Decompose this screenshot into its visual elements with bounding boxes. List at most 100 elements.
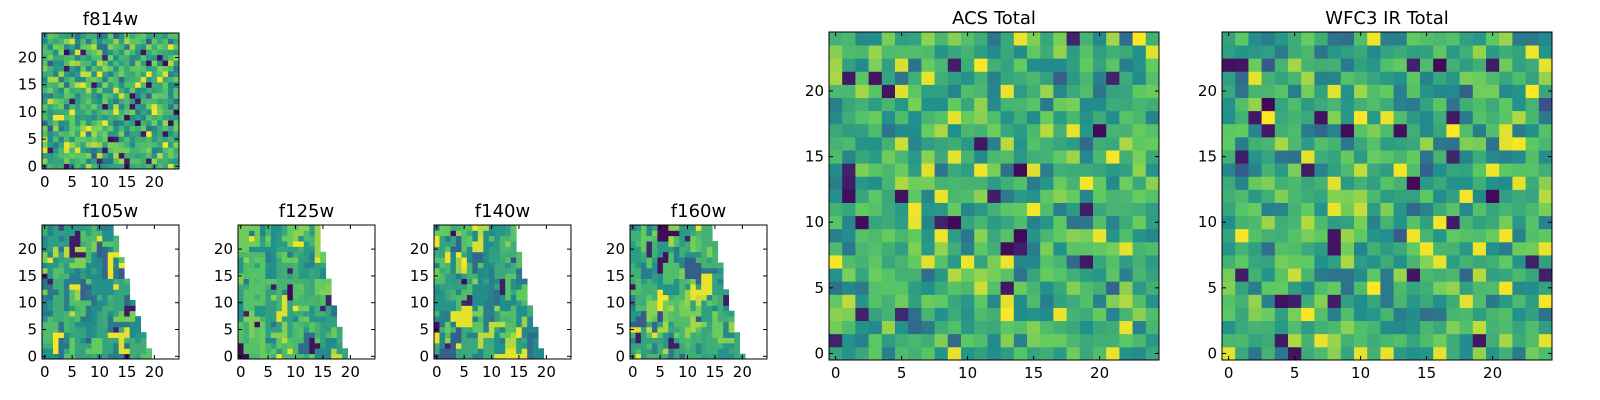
heatmap-cell [1420,84,1434,98]
heatmap-cell [85,141,92,148]
heatmap-cell [162,43,169,50]
heatmap-cell [91,310,98,317]
heatmap-cell [1380,176,1394,190]
heatmap-cell [1380,189,1394,203]
heatmap-cell [510,289,517,296]
heatmap-cell [521,353,528,360]
heatmap-cell [1354,202,1368,217]
heatmap-cell [96,158,103,164]
heatmap-cell [1380,255,1394,269]
heatmap-cell [505,326,512,333]
heatmap-cell [80,114,87,121]
heatmap-cell [1433,189,1447,203]
heatmap-cell [254,326,261,333]
heatmap-cell [74,38,81,45]
heatmap-cell [635,278,642,285]
heatmap-cell [265,310,272,317]
y-tick-label: 10 [1198,213,1217,231]
heatmap-cell [243,316,250,322]
heatmap-cell [947,281,962,295]
heatmap-cell [1132,281,1147,295]
heatmap-cell [124,300,131,306]
heatmap-cell [276,332,283,338]
heatmap-cell [1486,45,1500,59]
heatmap-cell [499,348,506,355]
heatmap-cell [494,332,501,338]
heatmap-cell [1354,84,1368,98]
heatmap-cell [1261,294,1276,308]
heatmap-cell [1119,163,1133,177]
heatmap-cell [1406,176,1421,190]
heatmap-cell [129,300,136,306]
heatmap-cell [107,71,114,77]
heatmap-cell [1314,202,1328,217]
heatmap-cell [309,289,316,296]
heatmap-cell [96,278,103,285]
heatmap-cell [668,353,675,360]
heatmap-cell [80,337,87,344]
heatmap-cell [74,235,81,242]
heatmap-cell [314,294,321,301]
heatmap-cell [684,326,691,333]
heatmap-cell [91,321,98,328]
heatmap-cell [69,310,76,317]
heatmap-cell [52,65,59,72]
heatmap-cell [265,241,272,247]
heatmap-cell [477,337,484,344]
heatmap-cell [868,255,883,269]
heatmap-cell [701,316,708,322]
heatmap-cell [1222,281,1236,295]
heatmap-cell [1538,123,1553,138]
heatmap-cell [248,326,255,333]
heatmap-cell [1053,228,1067,243]
heatmap-cell [1066,136,1081,151]
heatmap-cell [85,71,92,77]
heatmap-cell [1066,45,1081,59]
heatmap-cell [908,241,922,256]
heatmap-cell [52,81,59,88]
heatmap-cell [1420,123,1434,138]
heatmap-cell [477,316,484,322]
heatmap-cell [842,255,856,269]
heatmap-cell [1459,136,1474,151]
heatmap-cell [1248,307,1262,322]
heatmap-cell [483,294,490,301]
heatmap-cell [516,310,523,317]
heatmap-cell [1248,346,1262,361]
heatmap-cell [516,316,523,322]
heatmap-cell [1145,71,1160,85]
heatmap-cell [494,342,501,349]
heatmap-cell [162,49,169,56]
heatmap-cell [516,251,523,258]
heatmap-cell [1132,58,1147,72]
heatmap-cell [1433,307,1447,322]
heatmap-cell [1027,84,1041,98]
heatmap-cell [265,273,272,279]
heatmap-cell [1288,136,1302,151]
heatmap-cell [1367,84,1381,98]
heatmap-cell [91,125,98,132]
heatmap-cell [1079,150,1094,164]
heatmap-cell [85,342,92,349]
heatmap-cell [455,273,462,279]
heatmap-cell [1393,84,1408,98]
heatmap-cell [630,310,636,317]
heatmap-cell [1000,215,1015,230]
heatmap-cell [701,342,708,349]
heatmap-cell [1093,32,1107,46]
heatmap-cell [1274,58,1289,72]
heatmap-cell [657,273,664,279]
heatmap-cell [1301,150,1315,164]
heatmap-cell [829,228,843,243]
heatmap-cell [1380,307,1394,322]
heatmap-cell [1261,320,1276,335]
heatmap-cell [1340,163,1355,177]
heatmap-cell [135,152,142,159]
heatmap-cell [1420,202,1434,217]
heatmap-cell [488,321,495,328]
heatmap-cell [690,251,697,258]
heatmap-cell [881,333,896,348]
heatmap-cell [1472,294,1487,308]
heatmap-cell [881,58,896,72]
